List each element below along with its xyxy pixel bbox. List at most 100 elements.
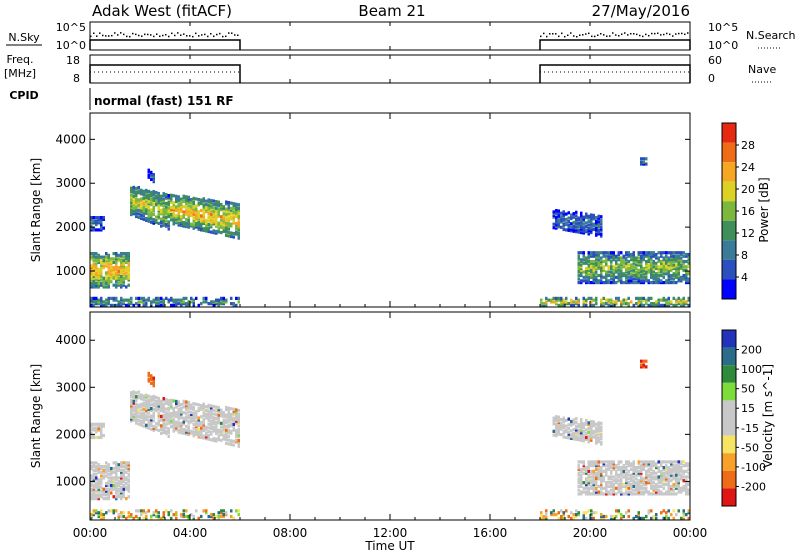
power-cell xyxy=(652,277,655,281)
power-cell xyxy=(207,219,210,223)
power-cell xyxy=(227,213,230,217)
power-cell xyxy=(640,268,643,272)
velocity-cell xyxy=(195,410,198,414)
power-cell xyxy=(222,206,225,211)
power-cell xyxy=(680,252,683,257)
power-cell xyxy=(137,205,140,209)
velocity-cell xyxy=(620,460,623,464)
power-cell xyxy=(142,296,145,300)
power-cell xyxy=(107,278,110,282)
velocity-cell xyxy=(132,516,135,520)
velocity-cell xyxy=(635,514,638,519)
power-cell xyxy=(607,279,610,283)
power-cell xyxy=(227,218,230,222)
power-cell xyxy=(602,268,605,272)
power-cell xyxy=(180,209,183,214)
velocity-cell xyxy=(115,468,118,472)
velocity-cell xyxy=(682,486,685,490)
power-cell xyxy=(600,225,603,229)
power-cell xyxy=(237,233,240,237)
velocity-cell xyxy=(145,418,148,422)
velocity-cell xyxy=(227,408,230,412)
power-cell xyxy=(657,277,660,281)
power-cell xyxy=(97,260,100,264)
power-cell xyxy=(630,300,633,304)
velocity-cell xyxy=(170,413,173,417)
power-cell xyxy=(90,296,93,300)
power-cell xyxy=(602,275,605,279)
power-cell xyxy=(595,296,598,300)
velocity-cell xyxy=(100,481,103,486)
velocity-cell xyxy=(105,466,108,471)
velocity-cell xyxy=(110,487,113,491)
velocity-cell xyxy=(147,402,150,406)
velocity-cell xyxy=(235,509,238,513)
power-cell xyxy=(180,222,183,226)
velocity-cell xyxy=(640,516,643,520)
velocity-cell xyxy=(217,417,220,421)
power-cell xyxy=(600,302,603,306)
velocity-cell xyxy=(190,403,193,407)
power-cell xyxy=(190,199,193,203)
velocity-cell xyxy=(195,423,198,427)
velocity-cell xyxy=(102,433,105,438)
power-cell xyxy=(660,261,663,265)
velocity-cell xyxy=(670,484,673,488)
power-cell xyxy=(217,202,220,206)
velocity-cell xyxy=(177,404,180,408)
velocity-cell xyxy=(577,477,580,481)
power-cell xyxy=(155,197,158,202)
power-cell xyxy=(152,212,155,217)
nsky-dot xyxy=(234,34,236,36)
velocity-cell xyxy=(552,433,555,437)
velocity-cell xyxy=(592,475,595,479)
power-cell xyxy=(112,260,115,264)
power-cell xyxy=(650,266,653,271)
velocity-cell xyxy=(182,513,185,517)
power-cell xyxy=(185,202,188,206)
velocity-cell xyxy=(592,490,595,494)
velocity-cell xyxy=(117,495,120,499)
velocity-cell xyxy=(205,435,208,439)
power-cell xyxy=(570,229,573,233)
velocity-cell xyxy=(632,460,635,464)
power-cell xyxy=(635,272,638,276)
power-cell xyxy=(237,220,240,224)
power-cell xyxy=(602,266,605,271)
velocity-cell xyxy=(202,408,205,412)
velocity-cell xyxy=(647,511,650,515)
power-cell xyxy=(212,303,215,307)
velocity-cell xyxy=(552,420,555,424)
velocity-cell xyxy=(212,427,215,431)
power-cell xyxy=(627,254,630,258)
power-cell xyxy=(145,199,148,203)
velocity-cell xyxy=(622,464,625,468)
power-cell xyxy=(92,283,95,287)
velocity-cell xyxy=(237,509,240,513)
power-cell xyxy=(97,269,100,273)
power-cell xyxy=(655,303,658,307)
power-cell xyxy=(170,207,173,211)
power-cell xyxy=(235,296,238,300)
power-cell xyxy=(605,270,608,274)
velocity-cell xyxy=(140,402,143,406)
velocity-cell xyxy=(612,475,615,479)
velocity-cell xyxy=(657,467,660,472)
velocity-cell xyxy=(602,492,605,496)
velocity-cell xyxy=(115,495,118,499)
velocity-cell xyxy=(142,415,145,419)
velocity-cell xyxy=(582,437,585,441)
velocity-cell xyxy=(232,409,235,413)
velocity-cell xyxy=(597,423,600,427)
velocity-cell xyxy=(140,395,143,399)
power-cell xyxy=(562,302,565,306)
velocity-cell xyxy=(180,410,183,414)
velocity-cell xyxy=(610,482,613,487)
velocity-cell xyxy=(665,490,668,494)
velocity-cell xyxy=(182,431,185,435)
velocity-cell xyxy=(647,460,650,464)
power-cell xyxy=(562,217,565,221)
velocity-cell xyxy=(177,409,180,414)
power-cell xyxy=(92,228,95,232)
power-cell xyxy=(672,273,675,278)
